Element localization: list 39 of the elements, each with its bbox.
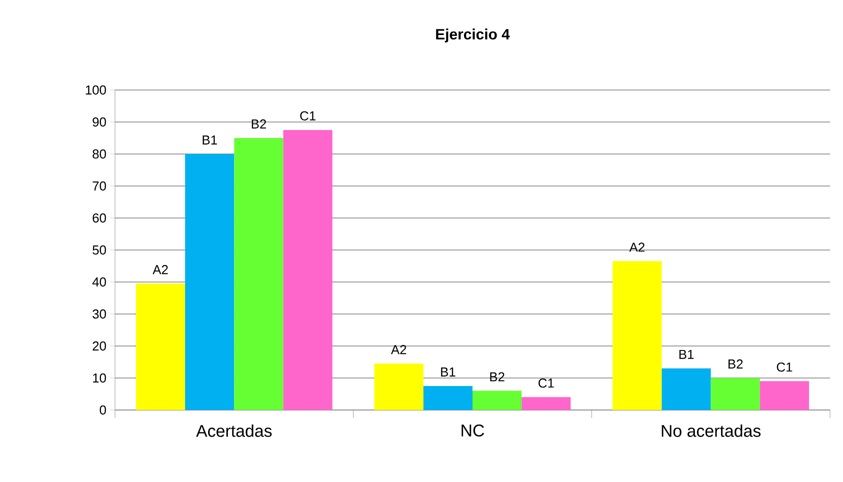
bar [522,397,571,410]
y-tick-label: 70 [92,181,106,191]
text: B2 [728,359,743,368]
y-tick-label: 60 [92,213,106,223]
series-label: B2 [252,119,266,128]
chart-title: Ejercicio 4 [436,28,510,42]
y-tick-label: 80 [92,149,106,159]
bar [185,154,234,410]
bar [374,364,424,410]
y-tick-label: 30 [92,309,106,319]
bar [710,378,760,410]
text: C1 [776,362,792,372]
bar [136,284,186,410]
series-label: C1 [538,378,554,388]
y-tick-label: 50 [92,245,106,255]
text: A2 [390,345,406,354]
bar [283,130,332,410]
text: B1 [202,136,217,144]
text: A2 [629,242,644,252]
y-tick-label: 90 [92,117,106,127]
y-tick-label: 0 [100,405,106,415]
text: B1 [441,368,456,376]
text: C1 [300,111,316,120]
y-tick-label: 20 [92,341,106,351]
y-tick-label: 40 [92,277,106,287]
series-label: A2 [152,265,168,274]
series-label: B1 [679,350,694,359]
bar [234,138,284,410]
y-tick-label: 100 [86,85,106,95]
bar [760,381,810,410]
x-tick-label: Acertadas [196,424,272,437]
bar [472,390,522,410]
x-tick-label: NC [462,424,484,437]
y-tick-label: 10 [93,373,106,383]
bar [662,368,711,410]
bar [423,386,473,410]
bar [612,261,662,410]
text: B2 [490,372,504,382]
x-tick-label: No acertadas [662,424,761,437]
